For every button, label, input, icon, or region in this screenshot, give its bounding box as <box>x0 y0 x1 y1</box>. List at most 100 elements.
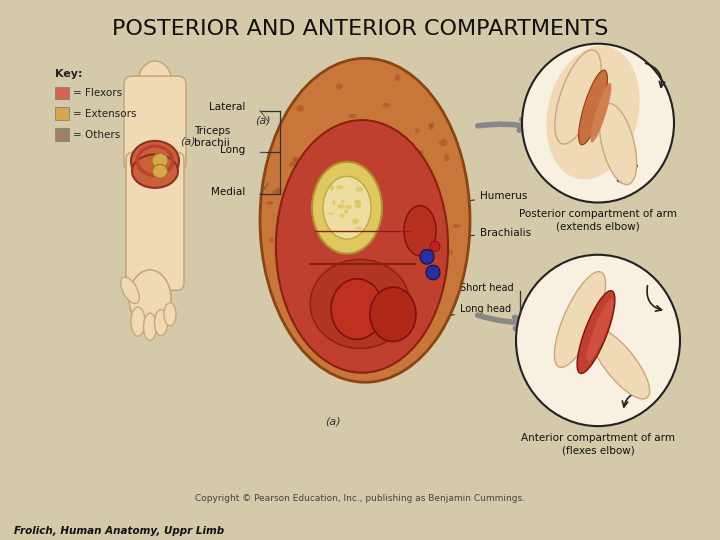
Ellipse shape <box>407 230 412 235</box>
Ellipse shape <box>415 128 420 133</box>
Ellipse shape <box>164 303 176 326</box>
Ellipse shape <box>354 296 359 302</box>
Ellipse shape <box>394 248 402 252</box>
Ellipse shape <box>577 291 615 374</box>
Ellipse shape <box>587 299 613 362</box>
Ellipse shape <box>356 129 361 133</box>
Ellipse shape <box>276 120 448 373</box>
Ellipse shape <box>332 200 336 205</box>
Text: Triceps
brachii: Triceps brachii <box>194 126 230 147</box>
Ellipse shape <box>444 154 449 161</box>
Ellipse shape <box>546 46 639 179</box>
Ellipse shape <box>292 318 299 324</box>
Ellipse shape <box>352 219 359 224</box>
Ellipse shape <box>555 50 601 144</box>
Ellipse shape <box>280 244 284 249</box>
Circle shape <box>430 241 440 252</box>
Circle shape <box>426 265 440 280</box>
Ellipse shape <box>590 83 611 143</box>
FancyBboxPatch shape <box>55 107 69 120</box>
FancyBboxPatch shape <box>55 86 69 99</box>
Ellipse shape <box>300 276 308 284</box>
Ellipse shape <box>358 220 366 226</box>
Ellipse shape <box>378 267 384 270</box>
Ellipse shape <box>348 178 355 183</box>
Ellipse shape <box>320 166 327 173</box>
Ellipse shape <box>383 103 390 107</box>
Ellipse shape <box>336 240 343 247</box>
Ellipse shape <box>327 259 333 263</box>
Ellipse shape <box>395 74 400 81</box>
Text: Frolich, Human Anatomy, Uppr Limb: Frolich, Human Anatomy, Uppr Limb <box>14 525 225 536</box>
Ellipse shape <box>356 186 364 192</box>
Ellipse shape <box>401 192 406 198</box>
Text: = Flexors: = Flexors <box>73 88 122 98</box>
Ellipse shape <box>272 190 279 194</box>
Ellipse shape <box>336 185 343 189</box>
Ellipse shape <box>289 225 294 231</box>
Text: = Others: = Others <box>73 130 120 140</box>
Ellipse shape <box>348 367 357 374</box>
Text: Key:: Key: <box>55 69 83 79</box>
Ellipse shape <box>292 157 299 161</box>
Ellipse shape <box>131 141 179 180</box>
Text: Posterior compartment of arm: Posterior compartment of arm <box>519 209 677 219</box>
Ellipse shape <box>289 243 297 248</box>
Ellipse shape <box>415 237 424 242</box>
Ellipse shape <box>365 275 373 281</box>
Ellipse shape <box>329 329 333 334</box>
Text: Biceps brachii: Biceps brachii <box>525 297 598 307</box>
Ellipse shape <box>138 61 173 108</box>
Ellipse shape <box>427 177 434 181</box>
Ellipse shape <box>363 330 367 334</box>
Ellipse shape <box>330 185 334 191</box>
Text: POSTERIOR AND ANTERIOR COMPARTMENTS: POSTERIOR AND ANTERIOR COMPARTMENTS <box>112 19 608 39</box>
Ellipse shape <box>448 250 454 255</box>
Ellipse shape <box>357 291 363 296</box>
Ellipse shape <box>399 332 404 335</box>
Text: Humerus: Humerus <box>397 191 527 210</box>
Text: Long: Long <box>220 145 245 156</box>
Ellipse shape <box>331 279 383 339</box>
Ellipse shape <box>428 123 434 127</box>
Ellipse shape <box>320 327 324 330</box>
Ellipse shape <box>260 58 470 382</box>
Ellipse shape <box>336 345 343 349</box>
Ellipse shape <box>404 206 436 256</box>
Ellipse shape <box>266 201 274 205</box>
Ellipse shape <box>389 201 395 206</box>
Ellipse shape <box>351 304 357 307</box>
Ellipse shape <box>345 205 352 209</box>
Ellipse shape <box>323 330 331 334</box>
Text: Brachialis: Brachialis <box>426 228 531 239</box>
Ellipse shape <box>418 165 426 172</box>
Ellipse shape <box>340 213 345 218</box>
Ellipse shape <box>439 139 448 146</box>
Ellipse shape <box>336 83 343 90</box>
Text: (a): (a) <box>325 416 341 426</box>
Ellipse shape <box>354 201 361 206</box>
Ellipse shape <box>291 200 295 206</box>
Circle shape <box>420 249 434 264</box>
Ellipse shape <box>152 153 168 168</box>
Ellipse shape <box>433 301 438 306</box>
Text: Medial: Medial <box>211 187 245 197</box>
Ellipse shape <box>355 205 361 208</box>
Text: (extends elbow): (extends elbow) <box>556 222 640 232</box>
Ellipse shape <box>354 311 359 316</box>
Ellipse shape <box>428 125 433 130</box>
Ellipse shape <box>370 287 416 341</box>
Ellipse shape <box>328 212 333 215</box>
Ellipse shape <box>269 238 274 242</box>
Text: (flexes elbow): (flexes elbow) <box>562 446 634 455</box>
Text: (a): (a) <box>180 136 196 146</box>
Ellipse shape <box>276 187 281 194</box>
Circle shape <box>522 44 674 202</box>
Ellipse shape <box>132 154 178 188</box>
FancyBboxPatch shape <box>55 129 69 141</box>
Ellipse shape <box>153 164 168 178</box>
Ellipse shape <box>418 150 424 154</box>
Text: Short head: Short head <box>383 284 513 299</box>
Ellipse shape <box>318 167 325 173</box>
Ellipse shape <box>297 105 305 112</box>
